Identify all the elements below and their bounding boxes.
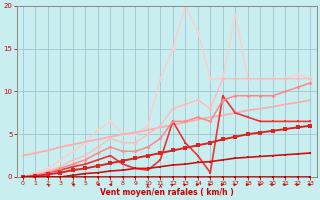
X-axis label: Vent moyen/en rafales ( km/h ): Vent moyen/en rafales ( km/h ) xyxy=(100,188,234,197)
